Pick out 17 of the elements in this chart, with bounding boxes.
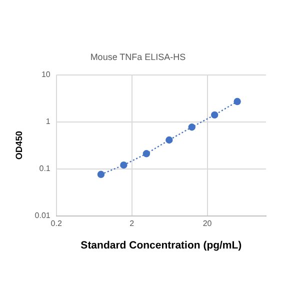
chart-title: Mouse TNFa ELISA-HS bbox=[90, 52, 186, 62]
y-axis-title: OD450 bbox=[14, 131, 24, 160]
point bbox=[234, 98, 241, 106]
y-tick-label: 10 bbox=[41, 70, 51, 80]
y-tick-label: 1 bbox=[46, 117, 51, 126]
x-tick-label: 20 bbox=[202, 218, 212, 228]
point bbox=[188, 124, 196, 131]
y-tick-label: 0.01 bbox=[34, 211, 51, 220]
point bbox=[210, 111, 218, 119]
x-tick-label: 0.2 bbox=[50, 218, 62, 228]
point bbox=[120, 161, 128, 169]
x-tick-label: 2 bbox=[130, 218, 135, 228]
point bbox=[166, 136, 173, 144]
point bbox=[97, 170, 105, 178]
point bbox=[142, 150, 150, 158]
x-axis-title: Standard Concentration (pg/mL) bbox=[80, 240, 242, 252]
y-tick-label: 0.1 bbox=[39, 164, 51, 174]
